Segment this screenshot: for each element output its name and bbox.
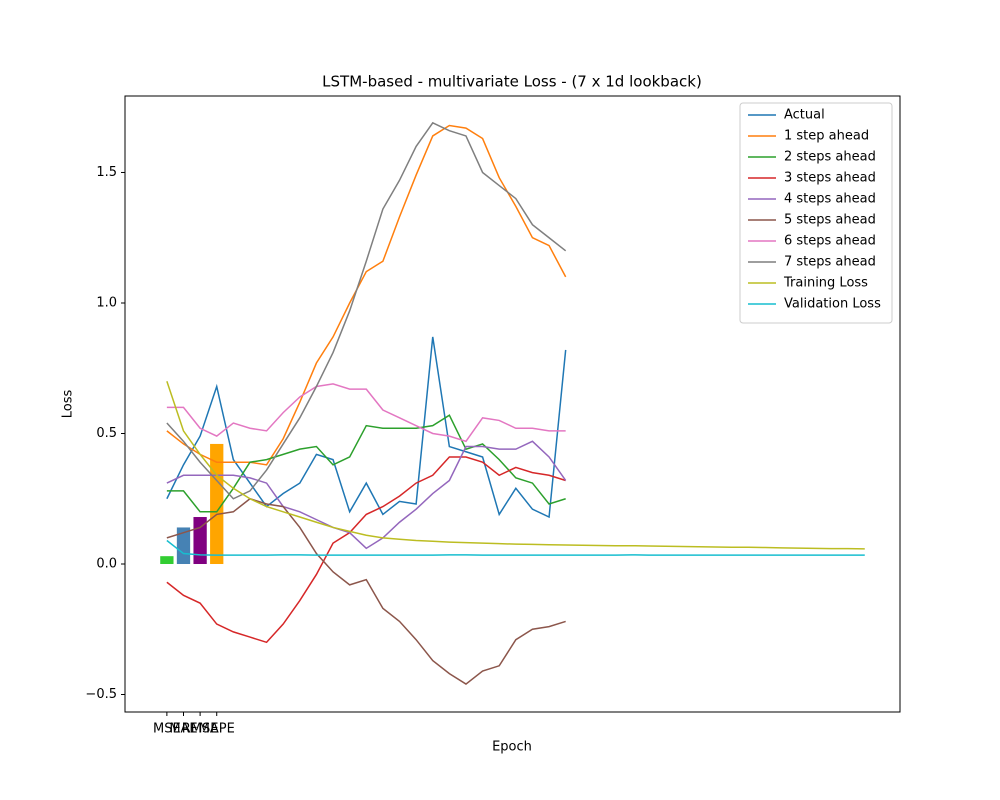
x-tick-label: RMSE [182, 722, 219, 737]
legend-label: 4 steps ahead [784, 192, 876, 207]
legend-box [739, 102, 893, 324]
x-tick-label: MAE [169, 722, 197, 737]
series-line [166, 124, 567, 466]
y-tick-label: 0.0 [96, 557, 117, 572]
series-line [166, 456, 566, 644]
x-tick-label: MSE [153, 722, 181, 737]
legend-label: 1 step ahead [784, 129, 869, 144]
y-tick-label: −0.5 [85, 687, 117, 702]
series-line [166, 336, 567, 519]
x-tick-label: MAPE [199, 722, 235, 737]
y-tick-label: 1.5 [96, 165, 117, 180]
legend-label: 6 steps ahead [784, 234, 876, 249]
bar [210, 443, 224, 565]
series-line [166, 497, 566, 685]
legend-label: 5 steps ahead [784, 213, 876, 228]
legend-label: 2 steps ahead [784, 150, 876, 165]
series-line [166, 381, 865, 550]
y-tick-label: 0.5 [96, 426, 117, 441]
series-line [166, 121, 567, 500]
bar [176, 527, 191, 565]
x-axis-label: Epoch [492, 740, 532, 755]
chart-title: LSTM-based - multivariate Loss - (7 x 1d… [322, 73, 702, 91]
plot-frame [124, 95, 901, 713]
bar [160, 556, 174, 565]
legend-label: Validation Loss [784, 297, 881, 312]
legend-label: Actual [784, 108, 825, 123]
y-tick-label: 1.0 [96, 295, 117, 310]
legend-label: 3 steps ahead [784, 171, 876, 186]
series-line [166, 539, 865, 556]
y-axis-label: Loss [61, 390, 76, 419]
series-line [166, 440, 567, 550]
series-line [166, 383, 566, 443]
legend-label: Training Loss [783, 276, 868, 291]
legend-label: 7 steps ahead [784, 255, 876, 270]
